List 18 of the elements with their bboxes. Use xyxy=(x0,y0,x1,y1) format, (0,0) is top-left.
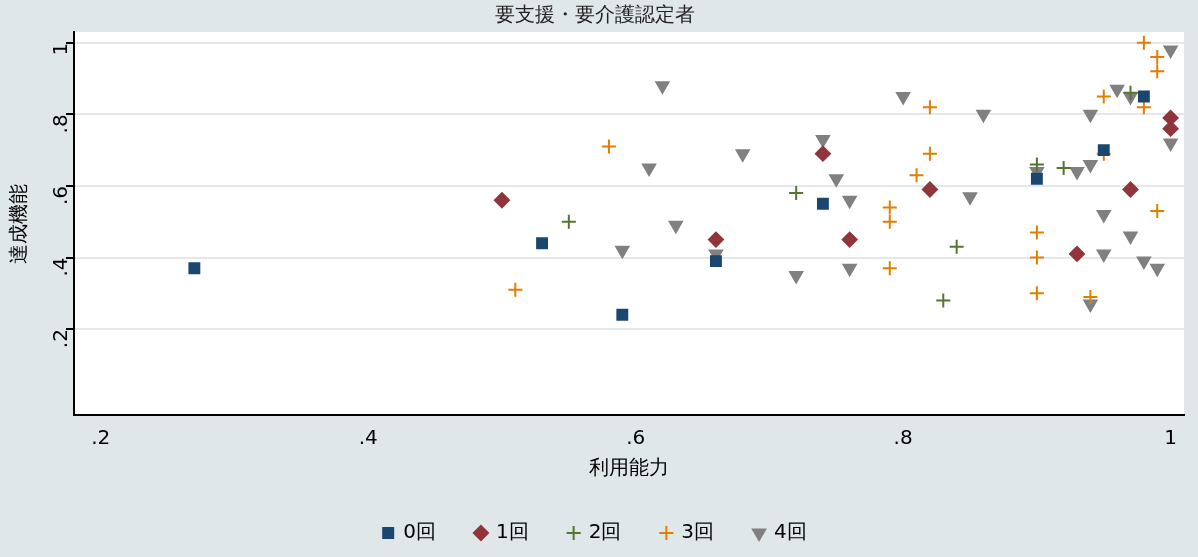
legend-label: 4回 xyxy=(774,519,807,544)
x-tick-label: .2 xyxy=(91,425,111,450)
x-axis-title: 利用能力 xyxy=(589,455,669,480)
chart-title: 要支援・要介護認定者 xyxy=(495,2,695,27)
y-tick-label: .2 xyxy=(48,329,73,349)
x-tick-label: .6 xyxy=(626,425,646,450)
legend-label: 0回 xyxy=(403,519,436,544)
x-tick-label: 1 xyxy=(1164,425,1177,450)
legend-label: 3回 xyxy=(681,519,715,544)
y-tick-label: .4 xyxy=(48,257,73,277)
x-tick-label: .8 xyxy=(893,425,913,450)
x-tick-label: .4 xyxy=(358,425,378,450)
legend-label: 2回 xyxy=(588,519,622,544)
y-tick-label: .8 xyxy=(48,114,73,134)
y-axis-title: 達成機能 xyxy=(6,183,31,264)
y-tick-label: 1 xyxy=(48,42,73,56)
legend-label: 1回 xyxy=(495,519,529,544)
y-tick-label: .6 xyxy=(48,185,73,206)
